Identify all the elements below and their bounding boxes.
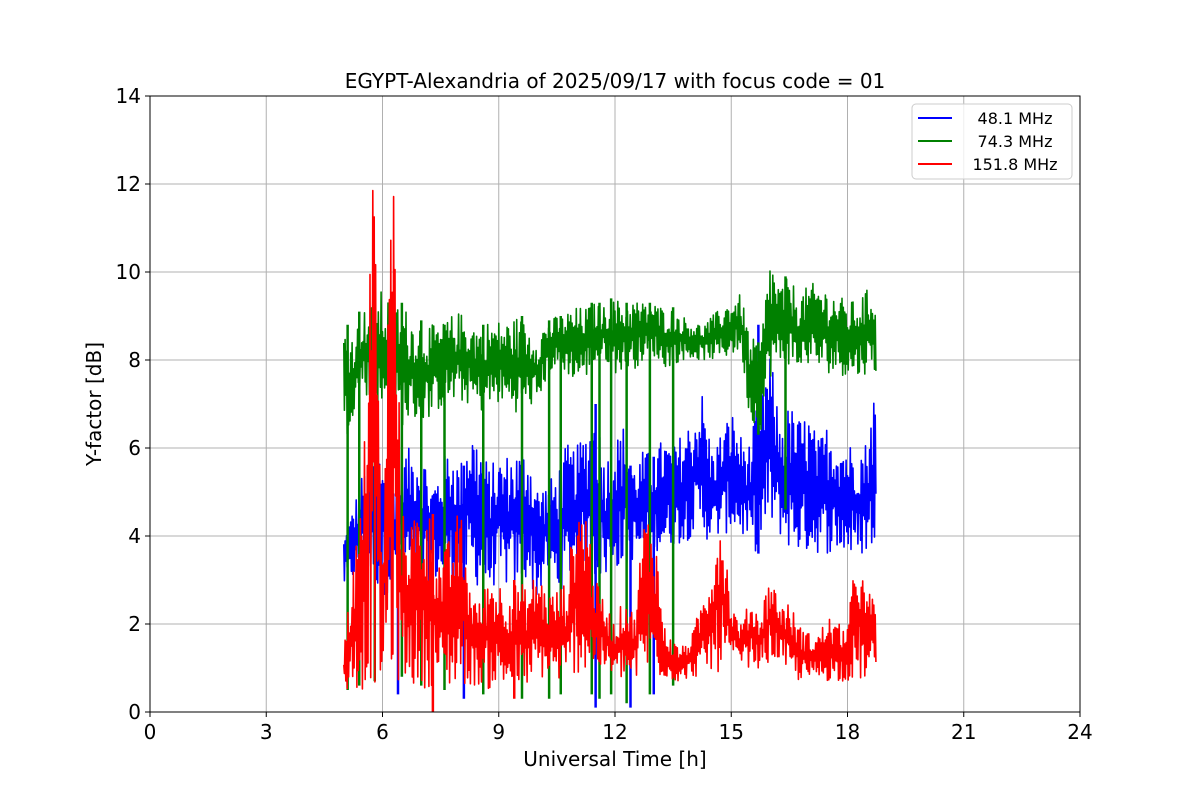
series-line-1 bbox=[343, 270, 877, 435]
y-axis-label: Y-factor [dB] bbox=[82, 342, 106, 467]
x-tick-label: 21 bbox=[951, 720, 976, 744]
chart-title: EGYPT-Alexandria of 2025/09/17 with focu… bbox=[345, 69, 886, 93]
x-tick-label: 3 bbox=[260, 720, 273, 744]
legend-label-1: 74.3 MHz bbox=[978, 132, 1053, 151]
x-tick-label: 15 bbox=[719, 720, 744, 744]
y-tick-label: 2 bbox=[128, 612, 141, 636]
y-tick-label: 14 bbox=[116, 84, 141, 108]
series-line-0 bbox=[343, 358, 877, 596]
legend: 48.1 MHz 74.3 MHz 151.8 MHz bbox=[911, 103, 1073, 180]
y-tick-label: 0 bbox=[128, 700, 141, 724]
y-tick-label: 12 bbox=[116, 172, 141, 196]
y-tick-label: 4 bbox=[128, 524, 141, 548]
legend-label-0: 48.1 MHz bbox=[978, 109, 1053, 128]
y-tick-label: 10 bbox=[116, 260, 141, 284]
y-tick-label: 6 bbox=[128, 436, 141, 460]
x-tick-label: 24 bbox=[1067, 720, 1092, 744]
y-tick-label: 8 bbox=[128, 348, 141, 372]
x-tick-label: 6 bbox=[376, 720, 389, 744]
x-tick-label: 12 bbox=[602, 720, 627, 744]
legend-box bbox=[911, 103, 1073, 180]
x-tick-label: 18 bbox=[835, 720, 860, 744]
legend-label-2: 151.8 MHz bbox=[972, 155, 1057, 174]
plot-lines bbox=[343, 189, 877, 712]
x-tick-label: 0 bbox=[144, 720, 157, 744]
x-axis-label: Universal Time [h] bbox=[523, 747, 706, 771]
x-tick-label: 9 bbox=[492, 720, 505, 744]
